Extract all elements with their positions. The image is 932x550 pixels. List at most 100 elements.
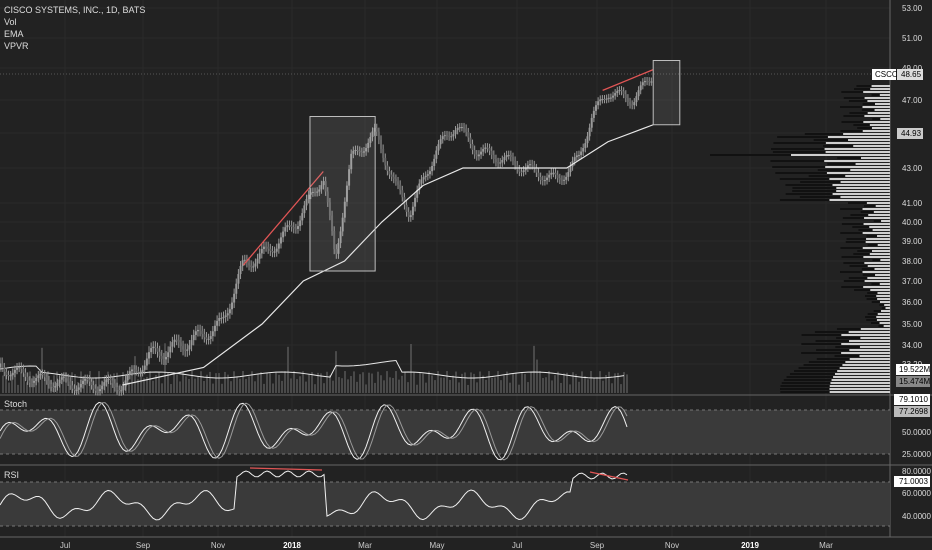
candle-body [130,369,133,372]
candle-body [539,176,542,181]
vpvr-bar-down [871,301,880,303]
vpvr-bar-up [868,214,890,216]
vpvr-bar-down [840,247,863,249]
volume-bar [347,379,349,393]
candle-body [62,376,65,378]
candle-body [45,376,48,381]
vpvr-bar-up [885,307,890,309]
candle-body [126,375,129,381]
rsi-tick-label: 40.0000 [902,512,931,521]
study-ema[interactable]: EMA [4,29,24,39]
vpvr-bar-down [841,256,864,258]
candle-body [288,225,291,227]
candle-body [439,139,442,145]
stoch-k-line [0,401,628,461]
price-tick-label: 37.00 [902,277,923,286]
candle-body [352,150,355,154]
vpvr-bar-up [853,145,890,147]
candle-body [277,243,280,249]
vpvr-bar-down [861,109,875,111]
candle-body [20,367,23,369]
vpvr-bar-up [859,346,890,348]
vpvr-bar-down [853,124,870,126]
stoch-d-tag: 77.2698 [899,407,928,416]
candle-body [437,144,440,151]
volume-bar [62,373,64,393]
volume-bar [374,382,376,393]
stoch-pane-label[interactable]: Stoch [4,399,28,409]
candle-body [618,90,621,92]
candle-body [26,376,29,381]
candle-body [316,191,319,193]
ema-line [122,124,654,386]
candle-body [1,363,4,368]
vpvr-bar-down [836,337,861,339]
volume-bar [587,379,589,393]
vpvr-bar-down [872,118,881,120]
study-vol[interactable]: Vol [4,17,17,27]
vpvr-bar-up [864,115,890,117]
volume-bars [0,343,628,393]
volume-bar [98,371,100,393]
stoch-d-tag-bg [894,406,930,417]
candle-body [205,337,208,340]
volume-bar [284,371,286,393]
candle-body [128,371,131,376]
volume-bar [359,374,361,393]
vpvr-bar-down [789,373,835,375]
annotations[interactable] [242,60,681,272]
candle-body [11,372,14,376]
candle-body [243,259,246,261]
volume-bar [59,382,61,393]
candle-body [71,385,74,389]
candle-body [471,143,474,150]
volume-bar [335,351,337,393]
candle-body [152,346,155,349]
candle-body [354,149,357,151]
last-price-tag-bg [897,69,923,80]
vpvr-bar-down [864,205,876,207]
candle-body [348,169,351,186]
candle-body [426,174,429,176]
candle-body [614,93,617,96]
vpvr-bar-up [867,100,890,102]
candle-body [588,127,591,137]
candle-body [92,385,95,389]
candle-body [635,96,638,103]
volume-bar [290,378,292,393]
volume-bar [281,380,283,393]
vpvr-bar-up [879,94,890,96]
vpvr-bar-down [817,169,851,171]
vpvr-bar-down [783,379,832,381]
volume-bar [329,375,331,393]
candle-body [252,266,255,268]
symbol-title[interactable]: CISCO SYSTEMS, INC., 1D, BATS [4,5,146,15]
vpvr-bar-down [841,286,864,288]
candle-body [475,154,478,157]
vpvr-bar-down [865,316,877,318]
rsi-pane-label[interactable]: RSI [4,470,20,480]
candle-body [231,302,234,310]
vpvr-bar-down [840,271,863,273]
candle-body [82,380,85,385]
candle-body [469,137,472,144]
candle-body [184,349,187,351]
vpvr-bar-down [854,289,871,291]
volume-bar [215,373,217,393]
vpvr-bar-up [824,148,890,150]
candle-body [9,375,12,377]
candle-body [141,369,144,373]
vpvr-bar-down [773,142,826,144]
candle-body [590,117,593,128]
vpvr-bar-up [829,199,890,201]
vpvr-bar-down [792,190,837,192]
vpvr-bar-up [864,217,890,219]
vpvr-bar-up [832,193,890,195]
candle-body [109,378,112,381]
study-vpvr[interactable]: VPVR [4,41,29,51]
vpvr-bar-down [813,139,849,141]
volume-bar [590,371,592,393]
candle-body [113,383,116,388]
stoch-d-line [0,402,628,461]
